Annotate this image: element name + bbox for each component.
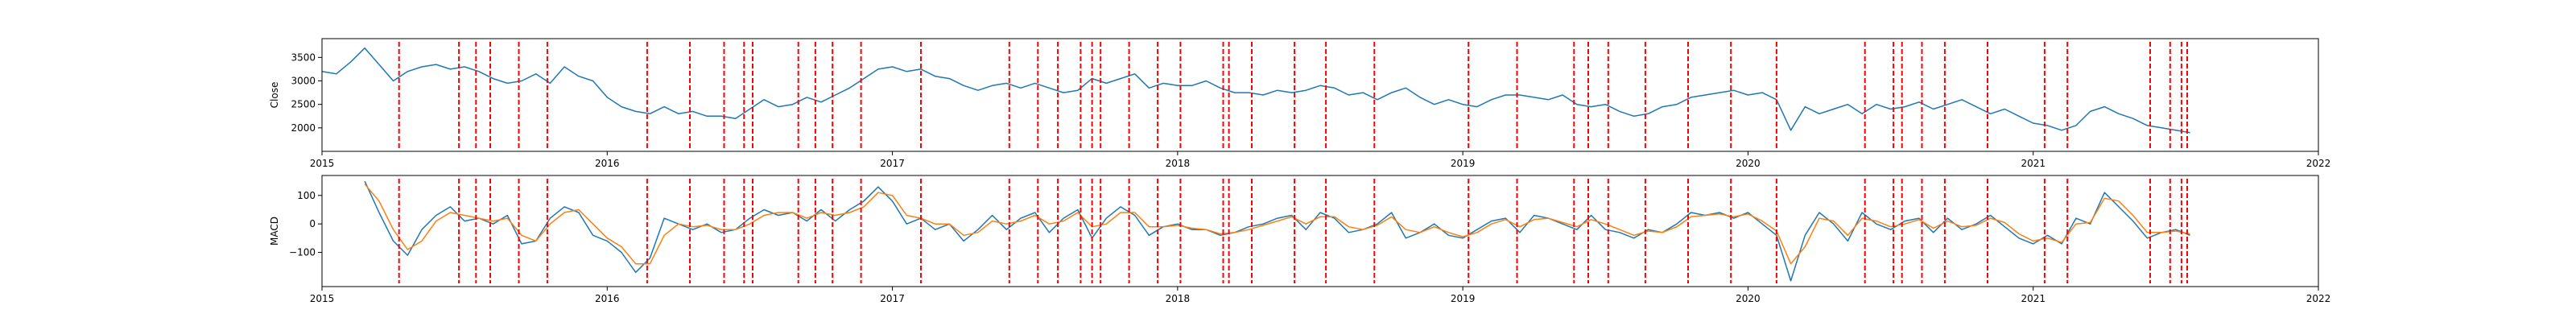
panel-1-x-tick-label-1: 2015 — [310, 158, 335, 169]
panel-1-x-tick-label-4: 2018 — [1166, 158, 1191, 169]
panel-2-x-tick-label-5: 2019 — [1451, 293, 1476, 304]
panel-2-series-1-line — [364, 180, 2190, 282]
panel-1-axes-frame — [321, 38, 2319, 152]
panel-1-y-tick-label-4: 3500 — [291, 52, 316, 63]
panel-2-y-tick-label-1: −100 — [289, 247, 316, 258]
panel-2-y-axis-label: MACD — [269, 217, 280, 246]
panel-1-series-1-line — [321, 47, 2190, 134]
panel-2-x-tick-label-2: 2016 — [595, 293, 620, 304]
panel-2-x-tick-label-3: 2017 — [880, 293, 905, 304]
panel-1-x-tick-label-8: 2022 — [2306, 158, 2331, 169]
panel-1-y-axis-label: Close — [269, 82, 280, 109]
panel-2-axes-frame — [321, 175, 2319, 287]
panel-2-x-tick-label-7: 2021 — [2021, 293, 2046, 304]
panel-2-x-tick-label-6: 2020 — [1736, 293, 1761, 304]
panel-2-x-tick-label-4: 2018 — [1166, 293, 1191, 304]
panel-2-series-2-line — [364, 184, 2190, 265]
panel-1-y-tick-label-3: 3000 — [291, 76, 316, 87]
panel-2-x-tick-label-8: 2022 — [2306, 293, 2331, 304]
panel-1-x-tick-label-7: 2021 — [2021, 158, 2046, 169]
panel-1-x-tick-label-3: 2017 — [880, 158, 905, 169]
panel-1-x-tick-label-2: 2016 — [595, 158, 620, 169]
panel-1-x-tick-label-5: 2019 — [1451, 158, 1476, 169]
panel-1-x-tick-label-6: 2020 — [1736, 158, 1761, 169]
panel-1-y-tick-label-2: 2500 — [291, 99, 316, 110]
panel-2-y-tick-label-3: 100 — [297, 190, 316, 201]
panel-2-y-tick-label-2: 0 — [309, 218, 316, 229]
panel-1-y-tick-label-1: 2000 — [291, 122, 316, 134]
panel-2-x-tick-label-1: 2015 — [310, 293, 335, 304]
